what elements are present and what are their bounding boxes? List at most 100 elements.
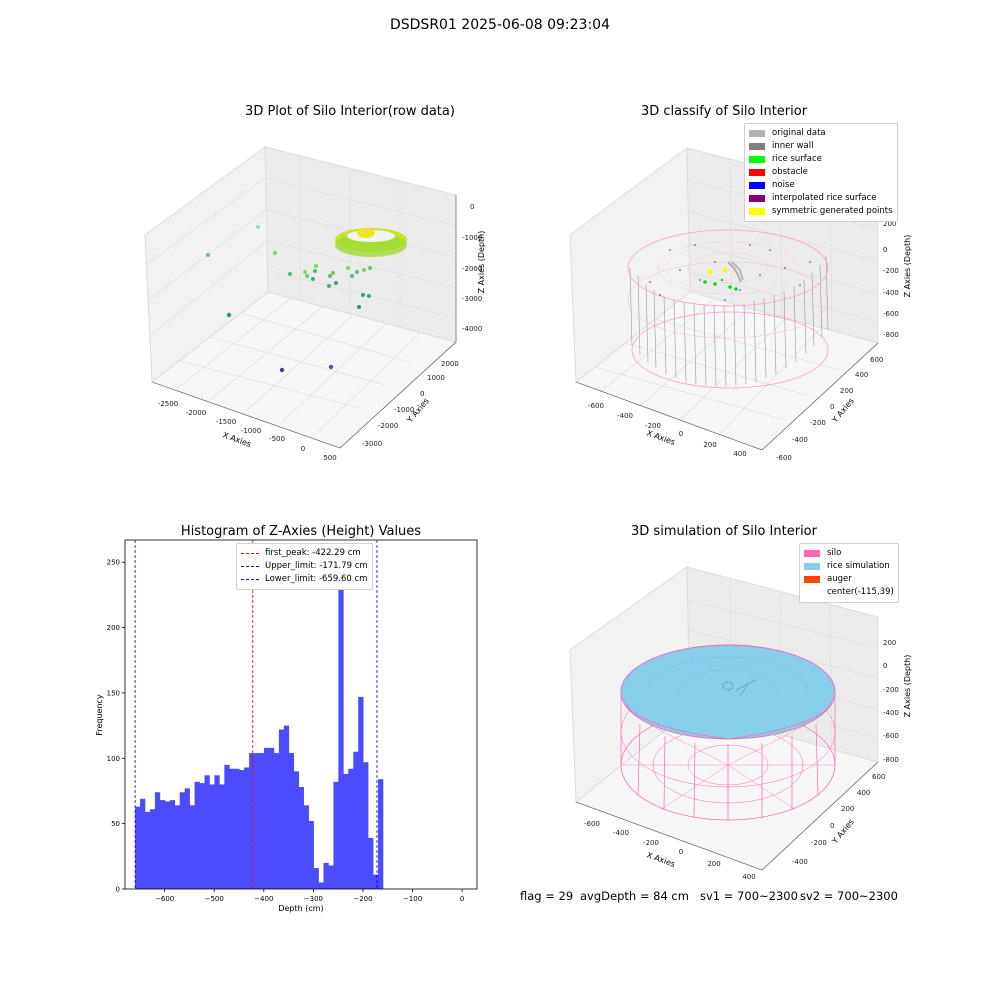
legend-item-auger: auger bbox=[804, 573, 894, 586]
legend-item-original: original data bbox=[749, 127, 893, 140]
histogram-bar bbox=[179, 792, 185, 889]
svg-text:-400: -400 bbox=[617, 412, 633, 420]
swatch bbox=[804, 563, 820, 570]
plot1-xticks: -2500 -2000 -1500 -1000 -500 0 500 bbox=[158, 400, 337, 462]
histogram-bar bbox=[229, 768, 235, 889]
histogram-bar bbox=[135, 806, 141, 889]
svg-text:0: 0 bbox=[830, 403, 834, 411]
histogram-bar bbox=[368, 838, 374, 889]
svg-text:-200: -200 bbox=[643, 839, 659, 847]
plot4-title: 3D simulation of Silo Interior bbox=[631, 524, 817, 539]
plot4-zlabel: Z Axies (Depth) bbox=[903, 655, 912, 718]
svg-text:1000: 1000 bbox=[427, 374, 445, 382]
plot2-xlabel: X Axies bbox=[645, 428, 676, 447]
hist-ylabel: Frequency bbox=[95, 694, 104, 736]
x-tick-label: −600 bbox=[155, 895, 174, 903]
y-tick-label: 150 bbox=[107, 689, 120, 697]
svg-text:-1500: -1500 bbox=[216, 418, 236, 426]
svg-text:400: 400 bbox=[733, 450, 746, 458]
plot1-yticks: 2000 1000 0 -1000 -2000 -3000 bbox=[362, 360, 459, 448]
histogram-yticks: 0 50 100 150 200 250 bbox=[107, 559, 125, 894]
footer-avg-depth: avgDepth = 84 cm bbox=[580, 889, 689, 903]
svg-text:-2000: -2000 bbox=[378, 422, 398, 430]
histogram-bar bbox=[323, 862, 329, 889]
histogram-bar bbox=[154, 792, 161, 889]
histogram-bar bbox=[254, 753, 260, 889]
legend-item-symmetric: symmetric generated points bbox=[749, 205, 893, 218]
svg-text:400: 400 bbox=[857, 789, 870, 797]
svg-text:0: 0 bbox=[679, 848, 683, 856]
histogram-bar bbox=[353, 751, 359, 889]
plot2-legend: original data inner wall rice surface ob… bbox=[744, 123, 898, 222]
histogram-bar bbox=[209, 784, 215, 889]
svg-text:-600: -600 bbox=[776, 454, 792, 462]
swatch bbox=[241, 553, 259, 554]
histogram-bar bbox=[259, 753, 265, 889]
plot4-zticks: 200 0 -200 -400 -600 -800 bbox=[883, 639, 899, 764]
plot1-title: 3D Plot of Silo Interior(row data) bbox=[245, 104, 455, 119]
footer-sv2: sv2 = 700~2300 bbox=[800, 889, 898, 903]
plot1-point-ring bbox=[335, 228, 407, 257]
histogram-bar bbox=[298, 787, 304, 889]
svg-text:200: 200 bbox=[841, 805, 854, 813]
svg-text:-200: -200 bbox=[810, 419, 826, 427]
histogram-bar bbox=[338, 555, 344, 889]
plot-frame bbox=[124, 539, 478, 890]
histogram-bar bbox=[283, 725, 290, 889]
y-tick-label: 200 bbox=[107, 624, 120, 632]
plot4-3d-simulation: -600 -400 -200 0 200 400 600 400 200 0 -… bbox=[569, 566, 912, 881]
svg-text:-4000: -4000 bbox=[462, 325, 482, 333]
histogram-bar bbox=[194, 781, 200, 889]
svg-text:-2000: -2000 bbox=[186, 409, 206, 417]
histogram-bar bbox=[234, 768, 240, 889]
histogram-bar bbox=[268, 747, 275, 889]
x-tick-label: −100 bbox=[403, 895, 422, 903]
svg-text:-3000: -3000 bbox=[362, 440, 382, 448]
legend-item-inner-wall: inner wall bbox=[749, 140, 893, 153]
svg-text:-200: -200 bbox=[883, 267, 899, 275]
histogram-bar bbox=[184, 788, 190, 889]
legend-item-noise: noise bbox=[749, 179, 893, 192]
x-tick-label: −400 bbox=[254, 895, 273, 903]
plot1-3d-scatter: -2500 -2000 -1500 -1000 -500 0 500 2000 … bbox=[144, 146, 486, 462]
swatch bbox=[804, 576, 820, 583]
plot2-zticks: 200 0 -200 -400 -600 -800 bbox=[883, 220, 899, 339]
histogram-bar bbox=[224, 764, 230, 889]
histogram-bar bbox=[303, 805, 309, 889]
svg-text:-200: -200 bbox=[811, 839, 827, 847]
svg-text:-800: -800 bbox=[883, 331, 899, 339]
svg-text:200: 200 bbox=[707, 860, 720, 868]
histogram-bar bbox=[149, 809, 156, 889]
histogram-chart: −600 −500 −400 −300 −200 −100 0 0 50 100 150 200 25… bbox=[95, 539, 478, 913]
histogram-bar bbox=[214, 775, 220, 889]
svg-text:-2500: -2500 bbox=[158, 400, 178, 408]
plot4-xlabel: X Axies bbox=[645, 850, 676, 869]
swatch bbox=[749, 169, 765, 176]
svg-text:2000: 2000 bbox=[441, 360, 459, 368]
histogram-bar bbox=[204, 775, 210, 889]
histogram-bar bbox=[373, 874, 379, 889]
histogram-bar bbox=[328, 865, 334, 889]
svg-text:-400: -400 bbox=[883, 289, 899, 297]
legend-item-rice-surface: rice surface bbox=[749, 153, 893, 166]
svg-text:-400: -400 bbox=[613, 829, 629, 837]
x-tick-label: −300 bbox=[304, 895, 323, 903]
plot4-yticks: 600 400 200 0 -200 -400 bbox=[792, 773, 885, 866]
histogram-bar bbox=[308, 821, 314, 889]
svg-text:-400: -400 bbox=[883, 709, 899, 717]
swatch bbox=[241, 566, 259, 567]
svg-text:-3000: -3000 bbox=[462, 295, 482, 303]
histogram-bar bbox=[343, 773, 349, 889]
swatch bbox=[749, 195, 765, 202]
histogram-bar bbox=[378, 779, 384, 889]
x-tick-label: −200 bbox=[353, 895, 372, 903]
histogram-bar bbox=[239, 770, 245, 889]
svg-text:500: 500 bbox=[323, 454, 336, 462]
svg-text:0: 0 bbox=[470, 203, 474, 211]
plot1-zticks: 0 -1000 -2000 -3000 -4000 bbox=[462, 203, 482, 333]
swatch bbox=[749, 156, 765, 163]
histogram-xticks: −600 −500 −400 −300 −200 −100 0 bbox=[155, 889, 464, 903]
histogram-bars bbox=[135, 555, 384, 889]
histogram-bar bbox=[140, 798, 146, 889]
histogram-bar bbox=[363, 762, 369, 889]
